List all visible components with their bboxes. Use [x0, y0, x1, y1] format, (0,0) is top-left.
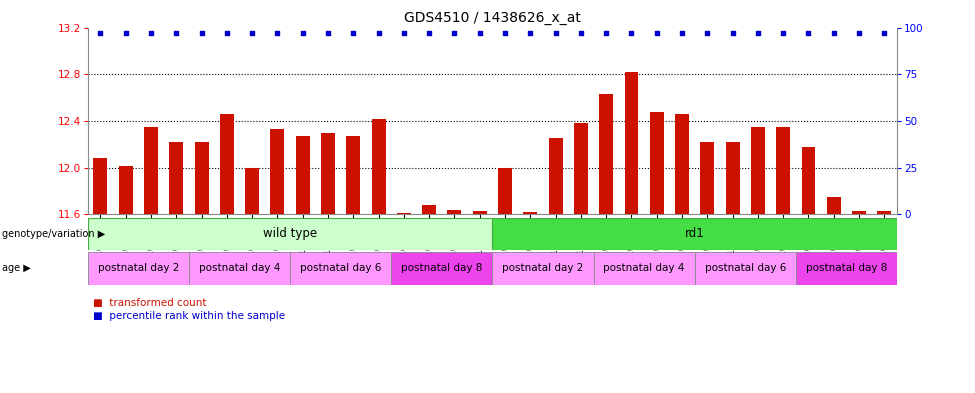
Point: [775, 30, 791, 37]
Point: [294, 30, 310, 37]
Point: [219, 30, 235, 37]
Bar: [170, 142, 183, 214]
Bar: [88, 218, 492, 250]
Bar: [625, 72, 639, 214]
Bar: [321, 132, 335, 214]
Bar: [796, 252, 897, 285]
Point: [143, 30, 159, 37]
Point: [245, 30, 260, 37]
Point: [270, 30, 286, 37]
Bar: [878, 211, 891, 214]
Text: age ▶: age ▶: [2, 263, 30, 273]
Bar: [852, 211, 866, 214]
Point: [169, 30, 184, 37]
Bar: [88, 252, 189, 285]
Bar: [649, 112, 664, 214]
Point: [396, 30, 411, 37]
Bar: [371, 119, 385, 214]
Point: [421, 30, 437, 37]
Bar: [524, 212, 537, 214]
Bar: [498, 167, 512, 214]
Bar: [827, 196, 840, 214]
Point: [724, 30, 740, 37]
Bar: [776, 127, 790, 214]
Bar: [594, 252, 694, 285]
Text: postnatal day 4: postnatal day 4: [604, 263, 684, 273]
Point: [118, 30, 134, 37]
Point: [194, 30, 210, 37]
Text: genotype/variation ▶: genotype/variation ▶: [2, 229, 105, 239]
Text: wild type: wild type: [263, 227, 317, 241]
Bar: [144, 127, 158, 214]
Bar: [473, 211, 487, 214]
Bar: [694, 252, 796, 285]
Text: postnatal day 6: postnatal day 6: [705, 263, 786, 273]
Bar: [220, 114, 234, 214]
Bar: [422, 205, 436, 214]
Text: rd1: rd1: [684, 227, 705, 241]
Bar: [291, 252, 391, 285]
Bar: [492, 252, 594, 285]
Text: postnatal day 2: postnatal day 2: [502, 263, 584, 273]
Text: ■  transformed count: ■ transformed count: [93, 298, 206, 308]
Bar: [94, 158, 107, 214]
Point: [370, 30, 386, 37]
Bar: [492, 218, 897, 250]
Bar: [751, 127, 764, 214]
Bar: [574, 123, 588, 214]
Text: ■  percentile rank within the sample: ■ percentile rank within the sample: [93, 311, 285, 321]
Point: [523, 30, 538, 37]
Bar: [397, 213, 410, 214]
Text: postnatal day 2: postnatal day 2: [98, 263, 179, 273]
Bar: [245, 167, 259, 214]
Point: [699, 30, 715, 37]
Bar: [448, 209, 461, 214]
Text: postnatal day 8: postnatal day 8: [805, 263, 887, 273]
Point: [573, 30, 589, 37]
Bar: [725, 142, 740, 214]
Bar: [189, 252, 291, 285]
Point: [649, 30, 665, 37]
Text: postnatal day 4: postnatal day 4: [199, 263, 280, 273]
Point: [320, 30, 335, 37]
Bar: [295, 136, 310, 214]
Point: [345, 30, 361, 37]
Text: postnatal day 8: postnatal day 8: [401, 263, 483, 273]
Title: GDS4510 / 1438626_x_at: GDS4510 / 1438626_x_at: [404, 11, 581, 25]
Point: [826, 30, 841, 37]
Bar: [391, 252, 492, 285]
Point: [497, 30, 513, 37]
Point: [800, 30, 816, 37]
Point: [93, 30, 108, 37]
Point: [851, 30, 867, 37]
Point: [750, 30, 765, 37]
Point: [447, 30, 462, 37]
Bar: [700, 142, 715, 214]
Point: [472, 30, 488, 37]
Point: [675, 30, 690, 37]
Bar: [801, 147, 815, 214]
Bar: [346, 136, 360, 214]
Point: [624, 30, 640, 37]
Bar: [549, 138, 563, 214]
Bar: [600, 94, 613, 214]
Bar: [119, 166, 133, 214]
Point: [548, 30, 564, 37]
Bar: [270, 129, 285, 214]
Point: [877, 30, 892, 37]
Point: [599, 30, 614, 37]
Bar: [195, 142, 209, 214]
Text: postnatal day 6: postnatal day 6: [300, 263, 381, 273]
Bar: [675, 114, 689, 214]
